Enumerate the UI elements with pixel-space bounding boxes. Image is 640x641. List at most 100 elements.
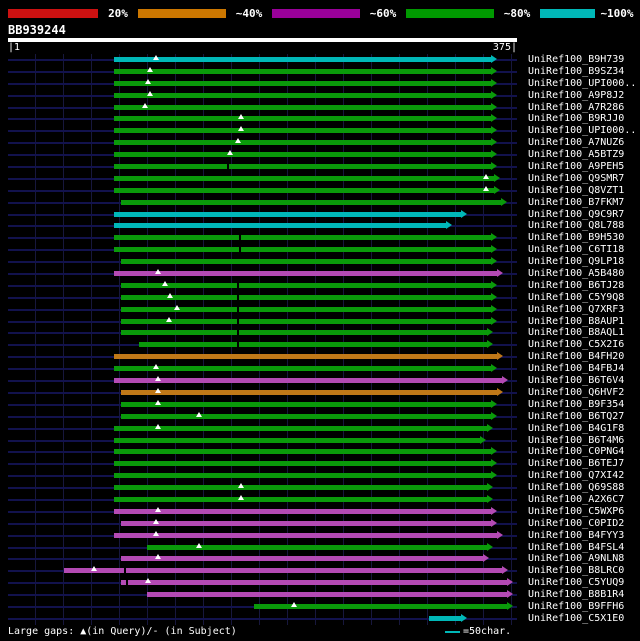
alignment-bar[interactable] <box>120 578 514 587</box>
alignment-bar[interactable] <box>120 316 498 325</box>
hit-label[interactable]: UniRef100_C5X2I6 <box>528 339 625 351</box>
alignment-bar[interactable] <box>114 90 498 99</box>
hit-label[interactable]: UniRef100_B6TEJ7 <box>528 458 625 470</box>
hit-label[interactable]: UniRef100_B6TJ28 <box>528 279 625 291</box>
alignment-bar[interactable] <box>114 102 498 111</box>
hit-label[interactable]: UniRef100_B4FYY3 <box>528 529 625 541</box>
alignment-bar[interactable] <box>114 233 498 242</box>
hit-label[interactable]: UniRef100_Q9LP18 <box>528 256 625 268</box>
hit-label[interactable]: UniRef100_B6T4M6 <box>528 434 625 446</box>
hit-label[interactable]: UniRef100_C0PNG4 <box>528 446 625 458</box>
alignment-bar[interactable] <box>120 399 498 408</box>
hit-label[interactable]: UniRef100_A9PEH5 <box>528 161 625 173</box>
hit-label[interactable]: UniRef100_A5BTZ9 <box>528 149 625 161</box>
alignment-bar[interactable] <box>146 590 514 599</box>
alignment-row: UniRef100_B4FSL4 <box>0 542 640 554</box>
alignment-bar[interactable] <box>114 435 487 444</box>
hit-label[interactable]: UniRef100_Q9C9R7 <box>528 208 625 220</box>
hit-label[interactable]: UniRef100_B4FH20 <box>528 351 625 363</box>
hit-label[interactable]: UniRef100_B8AQL1 <box>528 327 625 339</box>
alignment-bar[interactable] <box>114 447 498 456</box>
hit-label[interactable]: UniRef100_Q7XRF3 <box>528 303 625 315</box>
hit-label[interactable]: UniRef100_B9FFH6 <box>528 600 625 612</box>
hit-label[interactable]: UniRef100_B9RJJ0 <box>528 113 625 125</box>
alignment-bar[interactable] <box>114 376 508 385</box>
hit-label[interactable]: UniRef100_Q9SMR7 <box>528 172 625 184</box>
hit-label[interactable]: UniRef100_Q8L788 <box>528 220 625 232</box>
hit-label[interactable]: UniRef100_B9H530 <box>528 232 625 244</box>
hit-label[interactable]: UniRef100_C0PID2 <box>528 517 625 529</box>
hit-label[interactable]: UniRef100_B8AUP1 <box>528 315 625 327</box>
hit-label[interactable]: UniRef100_B9H739 <box>528 54 625 65</box>
hit-label[interactable]: UniRef100_B7FKM7 <box>528 196 625 208</box>
alignment-bar[interactable] <box>114 173 500 182</box>
alignment-bar[interactable] <box>120 197 507 206</box>
alignment-bar[interactable] <box>120 387 503 396</box>
hit-label[interactable]: UniRef100_A7R286 <box>528 101 625 113</box>
alignment-bar[interactable] <box>120 292 498 301</box>
alignment-bar[interactable] <box>114 209 468 218</box>
hit-label[interactable]: UniRef100_Q8VZT1 <box>528 184 625 196</box>
alignment-bar[interactable] <box>120 257 498 266</box>
hit-label[interactable]: UniRef100_A7NUZ6 <box>528 137 625 149</box>
hit-label[interactable]: UniRef100_A9P8J2 <box>528 89 625 101</box>
alignment-bar[interactable] <box>114 459 498 468</box>
alignment-bar[interactable] <box>146 542 494 551</box>
hit-label[interactable]: UniRef100_C5Y9Q8 <box>528 291 625 303</box>
alignment-bar[interactable] <box>428 613 468 622</box>
alignment-bar[interactable] <box>114 114 498 123</box>
alignment-bar[interactable] <box>114 269 503 278</box>
alignment-bar[interactable] <box>114 494 494 503</box>
hit-label[interactable]: UniRef100_B4G1F8 <box>528 422 625 434</box>
alignment-bar[interactable] <box>114 66 498 75</box>
alignment-bar[interactable] <box>114 423 494 432</box>
hit-label[interactable]: UniRef100_B8LRC0 <box>528 565 625 577</box>
alignment-bar[interactable] <box>114 352 503 361</box>
hit-label[interactable]: UniRef100_B9F354 <box>528 398 625 410</box>
hit-label[interactable]: UniRef100_Q69S88 <box>528 482 625 494</box>
hit-label[interactable]: UniRef100_Q7XI42 <box>528 470 625 482</box>
alignment-bar[interactable] <box>114 138 498 147</box>
hit-label[interactable]: UniRef100_A9NLN8 <box>528 553 625 565</box>
hit-label[interactable]: UniRef100_C5YUQ9 <box>528 577 625 589</box>
hit-label[interactable]: UniRef100_UPI000.. <box>528 77 637 89</box>
alignment-bar[interactable] <box>114 483 494 492</box>
query-gap-marker-icon <box>145 78 152 84</box>
alignment-bar[interactable] <box>114 55 498 63</box>
alignment-bar[interactable] <box>114 245 498 254</box>
hit-label[interactable]: UniRef100_B6T6V4 <box>528 375 625 387</box>
alignment-bar[interactable] <box>114 185 500 194</box>
alignment-bar[interactable] <box>120 328 494 337</box>
alignment-bar[interactable] <box>63 566 509 575</box>
hit-label[interactable]: UniRef100_B8B1R4 <box>528 589 625 601</box>
alignment-bar[interactable] <box>114 78 498 87</box>
alignment-bar[interactable] <box>114 530 503 539</box>
alignment-bar[interactable] <box>114 471 498 480</box>
alignment-bar[interactable] <box>120 411 498 420</box>
query-gap-marker-icon <box>237 494 244 500</box>
alignment-bar[interactable] <box>114 364 498 373</box>
alignment-bar[interactable] <box>120 304 498 313</box>
alignment-bar[interactable] <box>120 280 498 289</box>
hit-label[interactable]: UniRef100_B6TQ27 <box>528 410 625 422</box>
alignment-bar[interactable] <box>114 126 498 135</box>
alignment-bar[interactable] <box>114 221 453 230</box>
hit-label[interactable]: UniRef100_C5WXP6 <box>528 505 625 517</box>
hit-label[interactable]: UniRef100_Q6HVF2 <box>528 386 625 398</box>
hit-label[interactable]: UniRef100_B4FBJ4 <box>528 363 625 375</box>
alignment-bar[interactable] <box>114 162 498 171</box>
hit-label[interactable]: UniRef100_B9SZ34 <box>528 65 625 77</box>
alignment-bar[interactable] <box>114 506 498 515</box>
alignment-bar[interactable] <box>138 340 494 349</box>
hit-label[interactable]: UniRef100_C6TI18 <box>528 244 625 256</box>
hit-label[interactable]: UniRef100_C5X1E0 <box>528 612 625 624</box>
hit-label[interactable]: UniRef100_UPI000.. <box>528 125 637 137</box>
hit-label[interactable]: UniRef100_A2X6C7 <box>528 493 625 505</box>
alignment-bar[interactable] <box>120 518 498 527</box>
alignment-bar[interactable] <box>114 150 498 159</box>
alignment-bar[interactable] <box>120 554 489 563</box>
hit-label[interactable]: UniRef100_B4FSL4 <box>528 541 625 553</box>
hit-label[interactable]: UniRef100_A5B480 <box>528 268 625 280</box>
alignment-bar[interactable] <box>254 601 514 610</box>
